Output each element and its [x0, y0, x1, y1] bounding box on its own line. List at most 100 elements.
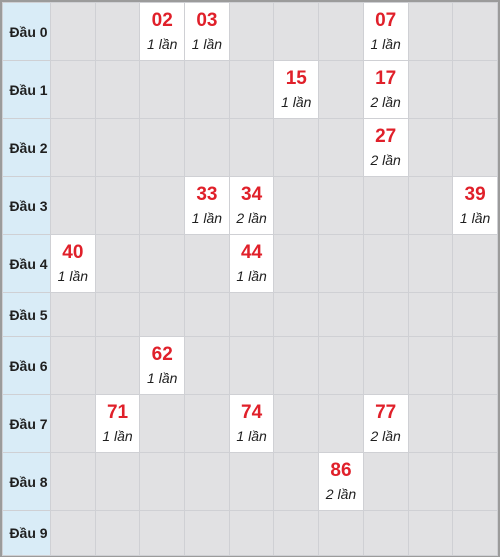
empty-cell — [407, 292, 454, 337]
empty-cell — [318, 2, 364, 61]
empty-cell — [318, 118, 364, 177]
empty-cell — [50, 336, 96, 395]
empty-cell — [407, 60, 454, 119]
occurrence-count: 2 lần — [370, 94, 401, 110]
row-head-label: Đầu 4 — [2, 234, 51, 293]
empty-cell — [273, 118, 320, 177]
empty-cell — [228, 292, 275, 337]
empty-cell — [139, 60, 186, 119]
lottery-number: 71 — [106, 402, 129, 423]
empty-cell — [184, 510, 230, 556]
grid-row: Đầu 5 — [2, 292, 498, 337]
number-cell: 40 1 lần — [50, 234, 96, 293]
number-cell: 86 2 lần — [318, 452, 364, 511]
empty-cell — [318, 292, 364, 337]
number-cell: 44 1 lần — [228, 234, 275, 293]
empty-cell — [184, 394, 230, 453]
empty-cell — [184, 118, 230, 177]
occurrence-count: 2 lần — [325, 486, 357, 502]
empty-cell — [228, 452, 275, 511]
number-cell: 02 1 lần — [139, 2, 186, 61]
empty-cell — [184, 452, 230, 511]
empty-cell — [273, 292, 320, 337]
occurrence-count: 1 lần — [57, 268, 89, 284]
empty-cell — [362, 292, 409, 337]
occurrence-count: 1 lần — [459, 210, 491, 226]
lottery-number: 86 — [330, 460, 352, 481]
number-cell: 77 2 lần — [362, 394, 409, 453]
empty-cell — [407, 234, 454, 293]
grid-row: Đầu 9 — [2, 510, 498, 556]
empty-cell — [94, 234, 141, 293]
number-cell: 39 1 lần — [452, 176, 498, 235]
empty-cell — [50, 292, 96, 337]
empty-cell — [362, 510, 409, 556]
row-head-label: Đầu 2 — [2, 118, 51, 177]
empty-cell — [228, 118, 275, 177]
empty-cell — [452, 234, 498, 293]
empty-cell — [318, 176, 364, 235]
empty-cell — [273, 510, 320, 556]
empty-cell — [362, 452, 409, 511]
empty-cell — [318, 60, 364, 119]
empty-cell — [50, 510, 96, 556]
lottery-number: 77 — [375, 402, 397, 423]
lottery-number: 27 — [375, 126, 397, 147]
occurrence-count: 1 lần — [370, 36, 401, 52]
row-head-label: Đầu 7 — [2, 394, 51, 453]
occurrence-count: 2 lần — [236, 210, 267, 226]
empty-cell — [94, 176, 141, 235]
empty-cell — [318, 394, 364, 453]
row-head-label: Đầu 3 — [2, 176, 51, 235]
empty-cell — [318, 234, 364, 293]
lottery-number: 40 — [62, 242, 84, 263]
empty-cell — [452, 510, 498, 556]
empty-cell — [94, 292, 141, 337]
occurrence-count: 1 lần — [236, 268, 267, 284]
number-cell: 71 1 lần — [94, 394, 141, 453]
empty-cell — [362, 336, 409, 395]
empty-cell — [50, 176, 96, 235]
empty-cell — [318, 510, 364, 556]
row-head-label: Đầu 8 — [2, 452, 51, 511]
lottery-number: 74 — [241, 402, 263, 423]
lottery-number: 39 — [464, 184, 486, 205]
empty-cell — [139, 234, 186, 293]
empty-cell — [50, 60, 96, 119]
empty-cell — [228, 336, 275, 395]
number-cell: 03 1 lần — [184, 2, 230, 61]
number-cell: 07 1 lần — [362, 2, 409, 61]
number-cell: 17 2 lần — [362, 60, 409, 119]
empty-cell — [94, 118, 141, 177]
empty-cell — [50, 452, 96, 511]
empty-cell — [452, 336, 498, 395]
empty-cell — [184, 234, 230, 293]
empty-cell — [273, 2, 320, 61]
number-cell: 27 2 lần — [362, 118, 409, 177]
row-head-label: Đầu 9 — [2, 510, 51, 556]
occurrence-count: 1 lần — [191, 36, 223, 52]
number-cell: 33 1 lần — [184, 176, 230, 235]
row-head-label: Đầu 0 — [2, 2, 51, 61]
empty-cell — [94, 510, 141, 556]
empty-cell — [139, 394, 186, 453]
empty-cell — [407, 394, 454, 453]
empty-cell — [452, 394, 498, 453]
occurrence-count: 1 lần — [102, 428, 133, 444]
lottery-number: 07 — [375, 10, 397, 31]
empty-cell — [139, 176, 186, 235]
occurrence-count: 2 lần — [370, 152, 401, 168]
empty-cell — [139, 452, 186, 511]
empty-cell — [407, 510, 454, 556]
number-cell: 74 1 lần — [228, 394, 275, 453]
empty-cell — [362, 176, 409, 235]
empty-cell — [407, 2, 454, 61]
lottery-number: 44 — [241, 242, 263, 263]
grid-row: Đầu 8 86 2 lần — [2, 452, 498, 511]
empty-cell — [94, 2, 141, 61]
grid-row: Đầu 4 40 1 lần 44 1 lần — [2, 234, 498, 293]
lottery-number: 02 — [151, 10, 173, 31]
empty-cell — [362, 234, 409, 293]
